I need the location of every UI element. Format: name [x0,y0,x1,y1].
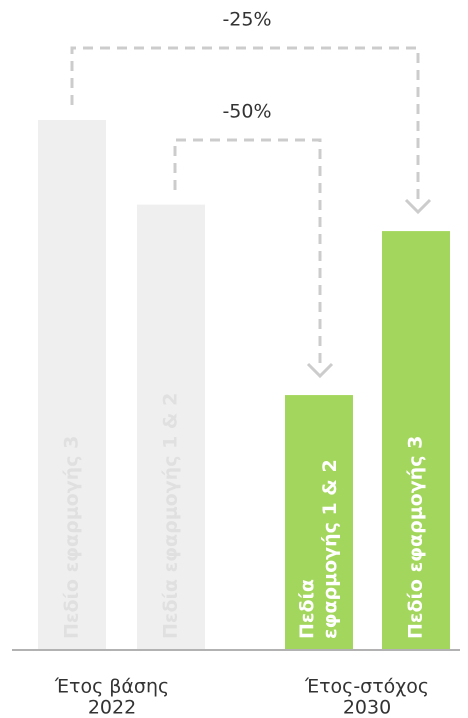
bar [285,395,353,649]
group-label: Έτος βάσης [54,676,169,698]
bar-label: Πεδίο εφαρμογής 3 [61,436,83,639]
annotation: -25% [222,9,271,31]
bar [38,120,106,649]
bar-label: Πεδία εφαρμογής 1 & 2 [160,393,182,639]
arrow-head [306,362,334,379]
group-label: Έτος-στόχος [304,676,429,698]
bar-label: Πεδίο εφαρμογής 3 [405,436,427,639]
arrow-25 [70,46,420,200]
group-label: 2030 [343,697,391,718]
bar-label: εφαρμογής 1 & 2 [319,459,341,639]
arrow-head [404,198,432,215]
group-label: 2022 [88,697,136,718]
arrow-50 [173,138,322,365]
annotation: -50% [222,101,271,123]
bar [137,204,205,649]
bar [382,231,450,649]
bar-label: Πεδία [296,579,318,639]
